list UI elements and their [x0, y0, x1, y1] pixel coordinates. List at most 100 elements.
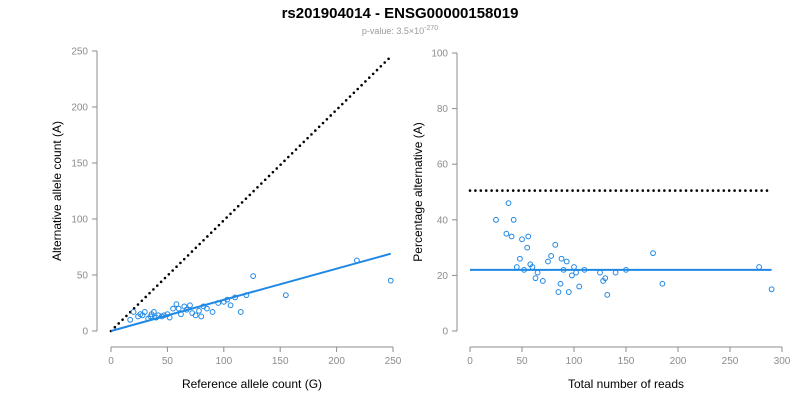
data-point	[529, 264, 536, 270]
data-point	[555, 289, 562, 295]
data-point	[557, 280, 564, 287]
data-point	[503, 230, 510, 237]
x-tick-label: 150	[272, 356, 289, 367]
data-point	[521, 266, 527, 273]
data-point	[130, 309, 137, 315]
data-point	[517, 255, 523, 262]
data-point	[170, 305, 176, 312]
data-point	[127, 316, 134, 323]
data-point	[768, 286, 775, 293]
data-point	[756, 264, 763, 270]
data-point	[183, 306, 190, 313]
data-point	[209, 309, 216, 315]
percentage-panel: 0 50 100 150 200 250 300 0 20 40 60 80 100 Total numb…	[411, 49, 791, 392]
y-tick-label: 60	[437, 160, 449, 171]
data-point	[602, 275, 609, 282]
y-tick-label: 50	[77, 271, 89, 282]
data-point	[552, 241, 559, 248]
data-point	[581, 266, 588, 273]
data-point	[387, 277, 394, 284]
allele-count-panel: 0 50 100 150 200 250 0 50 100 150 200 250 Reference …	[50, 47, 402, 392]
y-tick-label: 150	[71, 159, 88, 170]
data-point	[573, 269, 579, 276]
data-point	[623, 266, 629, 273]
x-tick-label: 50	[162, 356, 174, 367]
data-point	[196, 307, 202, 314]
data-point	[659, 280, 666, 287]
x-axis-label: Total number of reads	[568, 377, 684, 391]
data-point	[215, 300, 222, 306]
data-point	[192, 312, 199, 319]
data-point	[508, 233, 515, 240]
x-axis-label: Reference allele count (G)	[182, 377, 322, 391]
chart-subtitle: p-value: 3.5×10-270	[0, 25, 800, 36]
data-point	[650, 250, 656, 257]
data-point	[161, 312, 167, 319]
y-axis-label: Percentage alternative (A)	[411, 122, 425, 261]
data-point	[173, 301, 180, 308]
data-point	[250, 273, 257, 280]
y-tick-label: 80	[437, 104, 449, 115]
x-tick-label: 100	[215, 356, 232, 367]
data-point	[604, 291, 611, 298]
data-point	[243, 292, 250, 299]
data-point	[545, 258, 551, 265]
data-point	[539, 278, 546, 284]
x-tick-label: 250	[385, 356, 402, 367]
fitted-ratio-line	[110, 252, 392, 332]
data-point	[560, 266, 567, 273]
data-point	[282, 292, 289, 299]
data-point	[548, 253, 555, 259]
data-point	[565, 289, 572, 295]
y-tick-label: 250	[71, 47, 88, 58]
data-point	[354, 257, 360, 264]
data-point	[532, 275, 539, 282]
data-point	[510, 216, 517, 223]
data-point	[563, 258, 570, 265]
data-point	[534, 269, 541, 276]
x-tick-label: 50	[516, 356, 528, 367]
x-tick-label: 200	[328, 356, 345, 367]
data-point	[155, 312, 162, 319]
y-tick-label: 100	[431, 49, 448, 60]
data-point	[227, 302, 234, 309]
y-axis-label: Alternative allele count (A)	[50, 121, 64, 261]
chart-title: rs201904014 - ENSG00000158019	[281, 5, 519, 22]
data-point	[513, 264, 520, 270]
x-tick-label: 0	[108, 356, 114, 367]
data-point	[237, 309, 244, 315]
data-point	[525, 233, 532, 240]
y-tick-label: 20	[437, 271, 449, 282]
x-tick-label: 300	[774, 356, 791, 367]
x-tick-label: 200	[670, 356, 687, 367]
data-point	[612, 269, 619, 276]
x-tick-label: 0	[467, 356, 473, 367]
y-tick-label: 200	[71, 103, 88, 114]
y-tick-label: 0	[442, 327, 448, 338]
data-point	[175, 305, 182, 312]
data-point	[569, 272, 575, 279]
data-point	[232, 294, 238, 301]
x-tick-label: 150	[618, 356, 635, 367]
data-point	[519, 236, 525, 243]
y-tick-label: 100	[71, 215, 88, 226]
data-point	[571, 264, 577, 270]
data-point	[178, 311, 184, 318]
data-point	[597, 269, 603, 276]
data-point	[150, 309, 157, 315]
x-tick-label: 100	[566, 356, 583, 367]
data-point	[198, 313, 205, 320]
y-tick-label: 40	[437, 215, 449, 226]
data-point	[576, 283, 583, 290]
data-point	[187, 302, 193, 309]
x-tick-label: 250	[722, 356, 739, 367]
data-point	[141, 309, 148, 315]
y-tick-label: 0	[82, 327, 88, 338]
data-point	[224, 296, 231, 303]
data-point	[166, 314, 173, 321]
data-point	[505, 200, 512, 207]
data-point	[203, 305, 210, 312]
expected-ratio-line	[109, 55, 393, 333]
p-value-text: p-value: 3.5×10	[361, 26, 425, 36]
